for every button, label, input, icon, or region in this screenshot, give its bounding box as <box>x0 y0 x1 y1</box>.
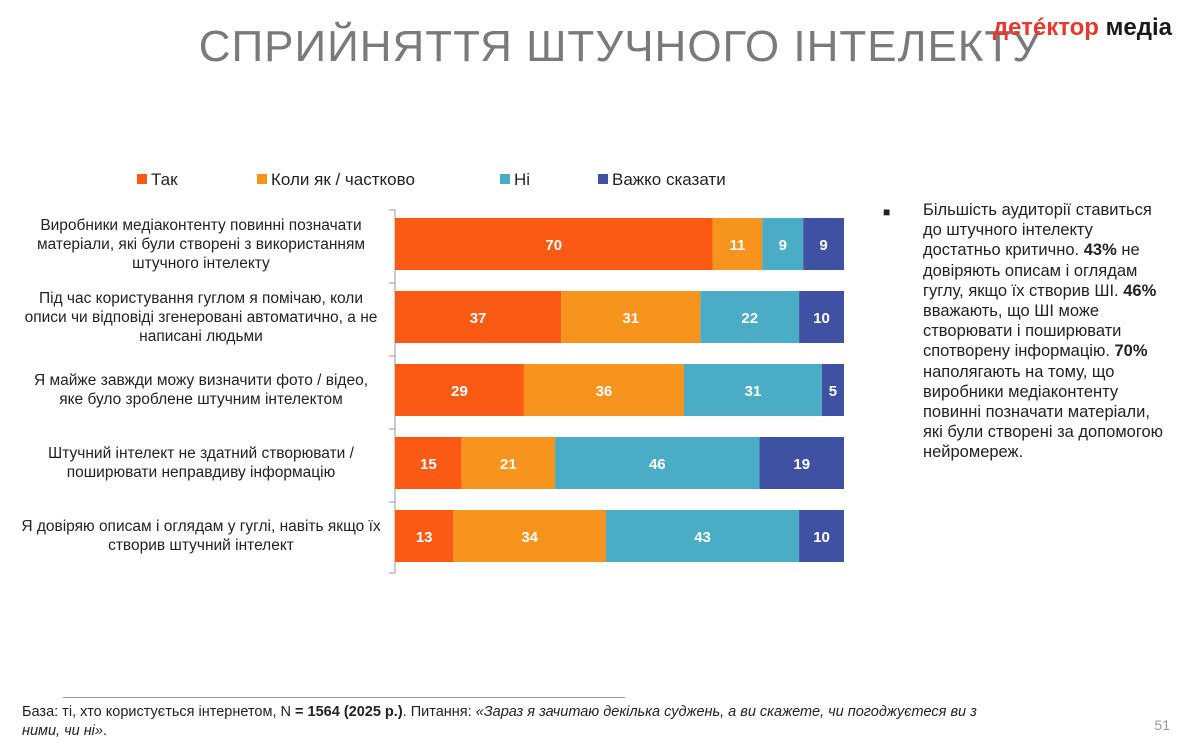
bar-segment <box>606 510 800 562</box>
bullet-text-part: Більшість аудиторії ставиться до штучног… <box>923 201 1152 260</box>
footnote: База: ті, хто користується інтернетом, N… <box>22 703 982 741</box>
category-label: Штучний інтелект не здатний створювати /… <box>48 445 354 481</box>
bar-data-label: 31 <box>622 310 639 327</box>
bullet-text-part: наполягають на тому, що виробники медіак… <box>923 362 1164 462</box>
bar-data-label: 37 <box>470 310 487 327</box>
legend-label: Коли як / частково <box>271 170 415 189</box>
bar-segment <box>712 218 763 270</box>
legend-label: Так <box>151 170 178 189</box>
bar-segment <box>395 291 562 343</box>
bar-segment <box>395 510 454 562</box>
bar-data-label: 34 <box>521 529 538 546</box>
bar-data-label: 29 <box>451 383 468 400</box>
legend-item: Ні <box>500 170 530 190</box>
bar-segment <box>803 218 844 270</box>
legend-label: Важко сказати <box>612 170 726 189</box>
logo-part-detector: детéктор <box>992 14 1099 41</box>
bar-segment <box>799 291 844 343</box>
bar-segment <box>799 510 844 562</box>
bar-segment <box>523 364 684 416</box>
footnote-part: База: ті, хто користується інтернетом, N <box>22 704 296 720</box>
legend-label: Ні <box>514 170 531 189</box>
bar-data-label: 31 <box>745 383 762 400</box>
legend-item: Коли як / частково <box>257 170 415 190</box>
bar-data-label: 43 <box>694 529 711 546</box>
bar-data-label: 10 <box>813 310 830 327</box>
bullet-text-part: вважають, що ШІ може створювати і поширю… <box>923 302 1122 361</box>
legend-swatch <box>500 174 510 184</box>
bar-segment <box>561 291 701 343</box>
bar-data-label: 22 <box>741 310 758 327</box>
category-label: Виробники медіаконтенту повинні позначат… <box>36 216 366 272</box>
bar-data-label: 10 <box>813 529 830 546</box>
bar-data-label: 70 <box>545 237 562 254</box>
bar-data-label: 9 <box>819 237 827 254</box>
page-number: 51 <box>1154 717 1170 733</box>
bar-segment <box>395 437 462 489</box>
bar-segment <box>759 437 844 489</box>
bar-segment <box>461 437 556 489</box>
logo-part-media: медіа <box>1105 14 1172 41</box>
bar-data-label: 36 <box>596 383 613 400</box>
bar-data-label: 5 <box>829 383 837 400</box>
bar-segment <box>395 218 713 270</box>
bullet-icon: ■ <box>883 205 891 219</box>
bar-data-label: 9 <box>779 237 787 254</box>
category-label: Під час користування гуглом я помічаю, к… <box>24 289 378 345</box>
footnote-part: = 1564 (2025 р.) <box>295 704 403 720</box>
legend-swatch <box>598 174 608 184</box>
legend-swatch <box>137 174 147 184</box>
highlight-percent: 46% <box>1123 281 1157 300</box>
bar-segment <box>700 291 800 343</box>
category-label: Я довіряю описам і оглядам у гуглі, наві… <box>21 518 381 554</box>
bar-data-label: 19 <box>793 456 810 473</box>
footnote-divider <box>63 697 625 698</box>
footnote-part: «Зараз я зачитаю декілька суджень, а ви … <box>22 704 977 739</box>
bar-data-label: 46 <box>649 456 666 473</box>
summary-bullet-text: Більшість аудиторії ставиться до штучног… <box>923 200 1173 463</box>
legend-item: Так <box>137 170 178 190</box>
bar-segment <box>762 218 804 270</box>
bar-segment <box>821 364 844 416</box>
legend-swatch <box>257 174 267 184</box>
bullet-text-part: не довіряють описам і оглядам гуглу, якщ… <box>923 241 1140 300</box>
bar-segment <box>395 364 524 416</box>
footnote-part: . Питання: <box>402 704 476 720</box>
legend-item: Важко сказати <box>598 170 726 190</box>
bar-segment <box>453 510 607 562</box>
footnote-part: . <box>102 723 107 739</box>
highlight-percent: 70% <box>1114 342 1148 361</box>
bar-data-label: 21 <box>500 456 517 473</box>
highlight-percent: 43% <box>1083 241 1117 260</box>
bar-data-label: 13 <box>416 529 433 546</box>
bar-segment <box>683 364 822 416</box>
page-title: СПРИЙНЯТТЯ ШТУЧНОГО ІНТЕЛЕКТУ <box>198 22 1042 71</box>
brand-logo: детéктор медіа <box>993 14 1172 42</box>
bar-data-label: 11 <box>729 237 745 254</box>
category-label: Я майже завжди можу визначити фото / від… <box>34 372 368 408</box>
bar-segment <box>555 437 760 489</box>
bar-data-label: 15 <box>420 456 437 473</box>
